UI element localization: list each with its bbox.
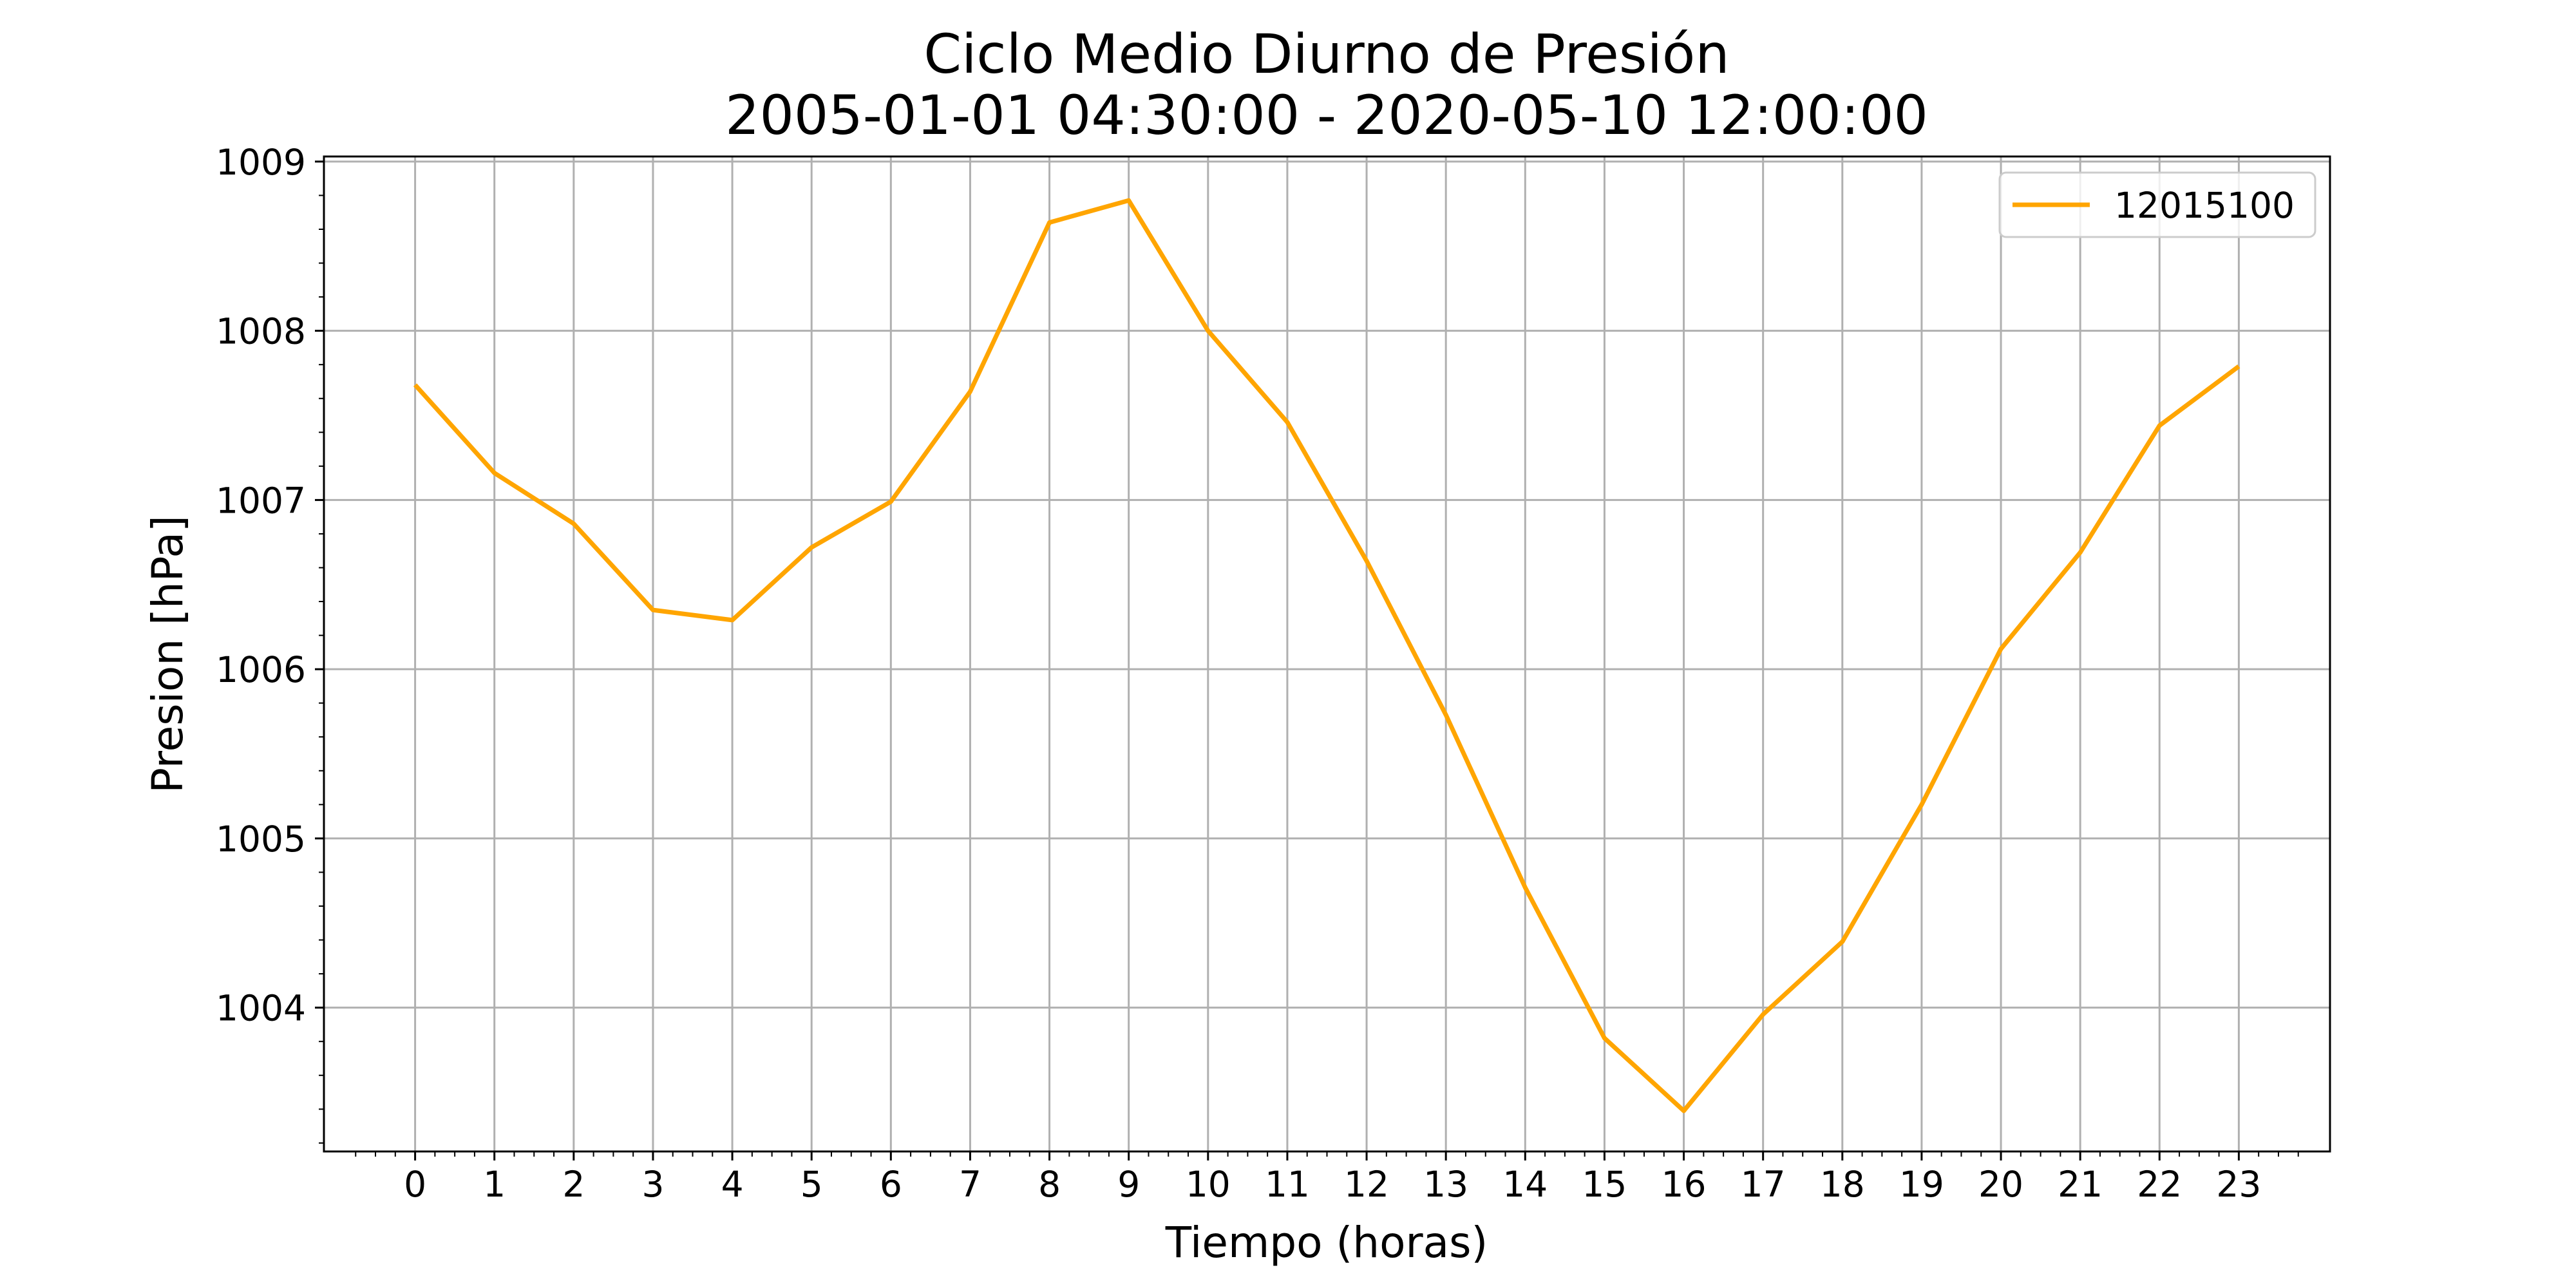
x-tick-label: 22 (2137, 1164, 2182, 1205)
x-axis-label: Tiempo (horas) (1165, 1218, 1488, 1267)
x-tick-label: 11 (1265, 1164, 1310, 1205)
x-tick-label: 18 (1820, 1164, 1865, 1205)
x-tick-label: 5 (800, 1164, 823, 1205)
legend-box (1998, 171, 2316, 238)
x-tick-label: 6 (880, 1164, 902, 1205)
x-tick-label: 21 (2058, 1164, 2103, 1205)
x-tick-label: 0 (404, 1164, 426, 1205)
grid (324, 156, 2330, 1151)
x-tick-label: 8 (1038, 1164, 1061, 1205)
y-tick-label: 1007 (216, 480, 306, 521)
axis-ticks: 0 1 2 3 4 5 6 7 8 9 10 11 12 13 14 15 16 17 18 19 20 21 22 2310… (216, 142, 2299, 1205)
y-tick-label: 1009 (216, 142, 306, 183)
legend: 12015100 (1998, 171, 2316, 238)
series-line (413, 198, 2240, 1113)
x-tick-label: 10 (1186, 1164, 1231, 1205)
x-tick-label: 15 (1582, 1164, 1627, 1205)
x-tick-label: 2 (562, 1164, 585, 1205)
y-tick-label: 1004 (216, 988, 306, 1029)
chart-subtitle: 2005-01-01 04:30:00 - 2020-05-10 12:00:0… (725, 84, 1928, 147)
x-tick-label: 4 (721, 1164, 744, 1205)
y-axis-label: Presion [hPa] (143, 515, 193, 793)
x-tick-label: 1 (483, 1164, 506, 1205)
legend-label: 12015100 (2114, 185, 2295, 226)
x-tick-label: 20 (1978, 1164, 2023, 1205)
x-tick-label: 23 (2216, 1164, 2261, 1205)
x-tick-label: 19 (1899, 1164, 1944, 1205)
x-tick-label: 13 (1423, 1164, 1468, 1205)
plot-area-frame (323, 155, 2331, 1153)
y-tick-label: 1006 (216, 649, 306, 690)
y-tick-label: 1005 (216, 819, 306, 860)
x-tick-label: 9 (1117, 1164, 1140, 1205)
x-tick-label: 3 (641, 1164, 664, 1205)
y-tick-label: 1008 (216, 311, 306, 352)
x-tick-label: 12 (1344, 1164, 1389, 1205)
chart-title: Ciclo Medio Diurno de Presión (923, 23, 1729, 86)
x-tick-label: 14 (1502, 1164, 1548, 1205)
x-tick-label: 7 (959, 1164, 981, 1205)
x-tick-label: 16 (1662, 1164, 1707, 1205)
series-layer (413, 198, 2240, 1113)
x-tick-label: 17 (1741, 1164, 1786, 1205)
